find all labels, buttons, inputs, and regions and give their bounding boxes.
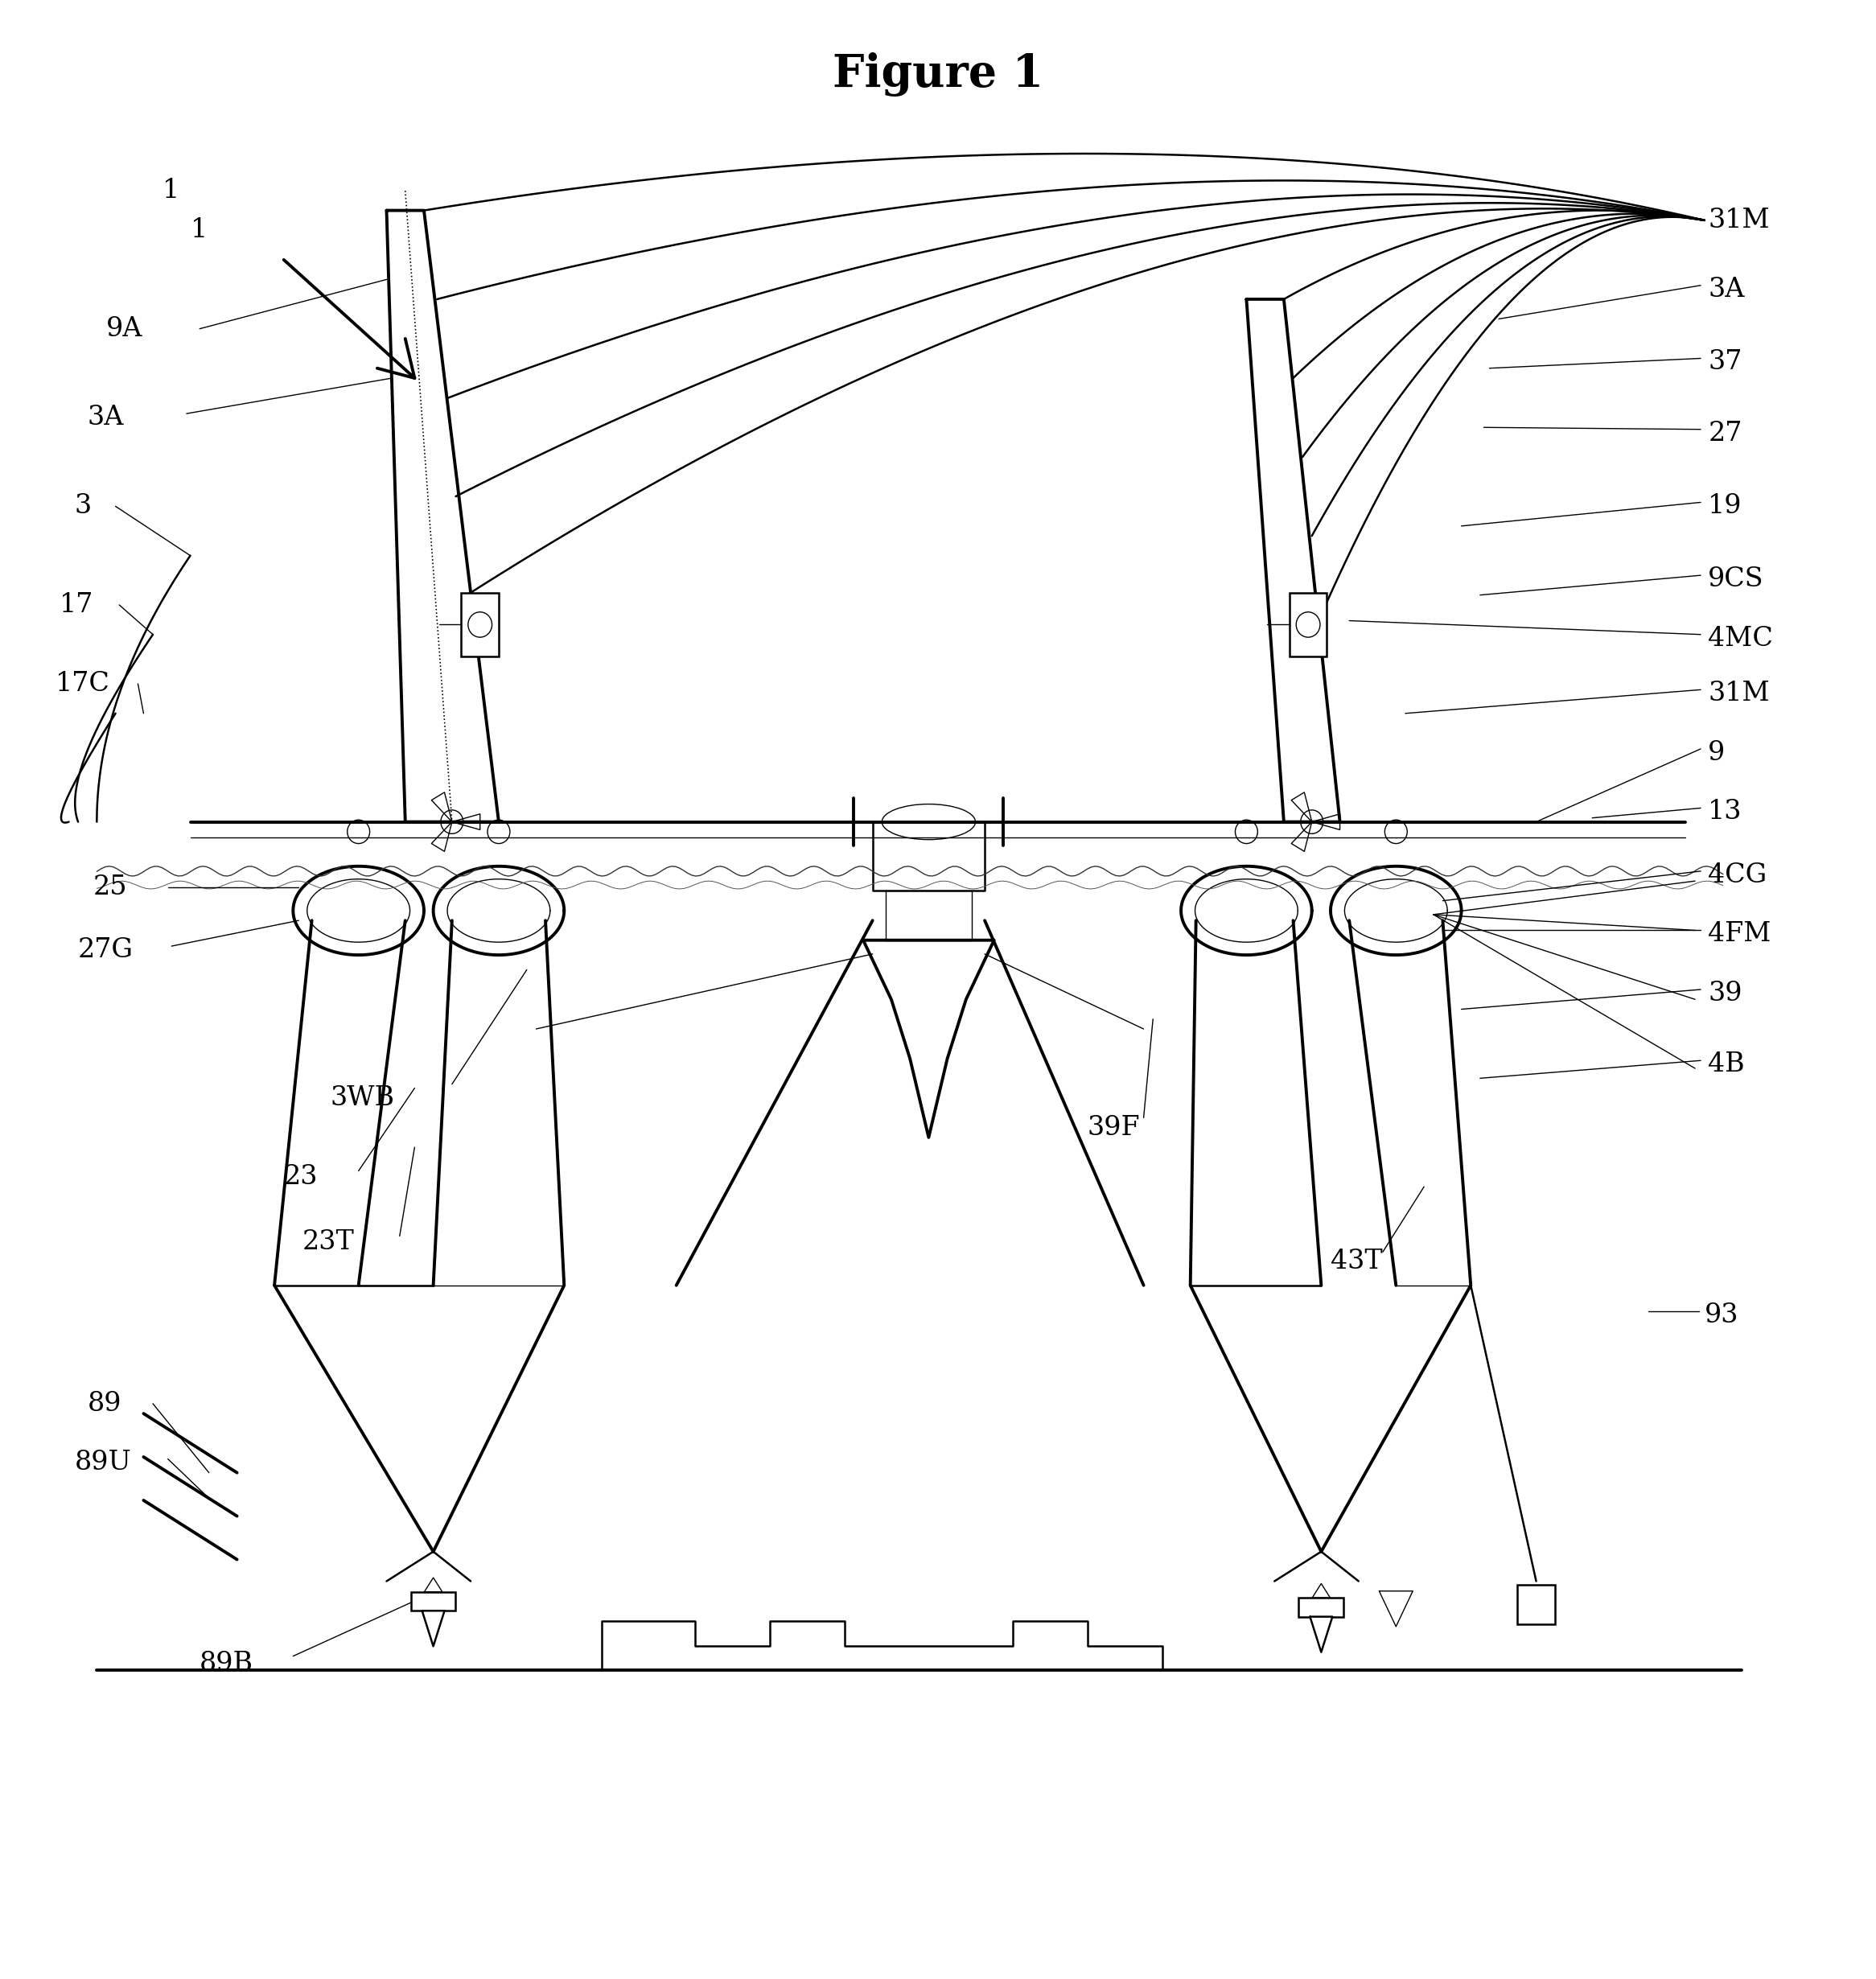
Polygon shape xyxy=(1309,1617,1332,1652)
Text: 39F: 39F xyxy=(1088,1114,1141,1140)
Text: 9A: 9A xyxy=(107,317,143,342)
Text: 25: 25 xyxy=(94,875,128,900)
Text: 89B: 89B xyxy=(199,1650,253,1676)
Circle shape xyxy=(1296,612,1321,637)
Text: 4MC: 4MC xyxy=(1709,625,1773,651)
Text: 3: 3 xyxy=(75,493,92,518)
Text: 1: 1 xyxy=(161,178,180,204)
Text: 89U: 89U xyxy=(75,1451,131,1476)
Text: 4CG: 4CG xyxy=(1709,863,1767,889)
Text: 3A: 3A xyxy=(1709,277,1745,303)
Text: 3WB: 3WB xyxy=(330,1084,394,1110)
Text: 1: 1 xyxy=(189,218,208,243)
Text: 4FM: 4FM xyxy=(1709,922,1771,948)
Text: 37: 37 xyxy=(1709,350,1743,376)
Text: 43T: 43T xyxy=(1330,1249,1383,1274)
Text: 39: 39 xyxy=(1709,980,1743,1005)
Text: 23: 23 xyxy=(283,1164,317,1189)
Text: 9CS: 9CS xyxy=(1709,566,1763,592)
Text: 23T: 23T xyxy=(302,1229,355,1255)
Text: 93: 93 xyxy=(1705,1302,1739,1328)
Text: 89: 89 xyxy=(88,1391,122,1417)
Circle shape xyxy=(467,612,492,637)
Polygon shape xyxy=(422,1611,445,1647)
Text: 17C: 17C xyxy=(56,671,111,697)
Text: 9: 9 xyxy=(1709,740,1726,766)
Text: 17: 17 xyxy=(60,592,94,617)
Text: 31M: 31M xyxy=(1709,208,1769,234)
Text: 4B: 4B xyxy=(1709,1051,1745,1077)
Bar xyxy=(461,594,499,657)
Text: 27: 27 xyxy=(1709,420,1743,445)
Text: 31M: 31M xyxy=(1709,681,1769,707)
Polygon shape xyxy=(1379,1591,1413,1627)
Bar xyxy=(1518,1585,1555,1625)
Text: 27G: 27G xyxy=(79,938,133,964)
Text: 13: 13 xyxy=(1709,800,1743,825)
Text: 19: 19 xyxy=(1709,493,1743,518)
Bar xyxy=(411,1591,456,1611)
Text: Figure 1: Figure 1 xyxy=(833,53,1043,97)
Bar xyxy=(1298,1597,1343,1617)
Bar xyxy=(1289,594,1326,657)
Text: 3A: 3A xyxy=(88,404,124,429)
